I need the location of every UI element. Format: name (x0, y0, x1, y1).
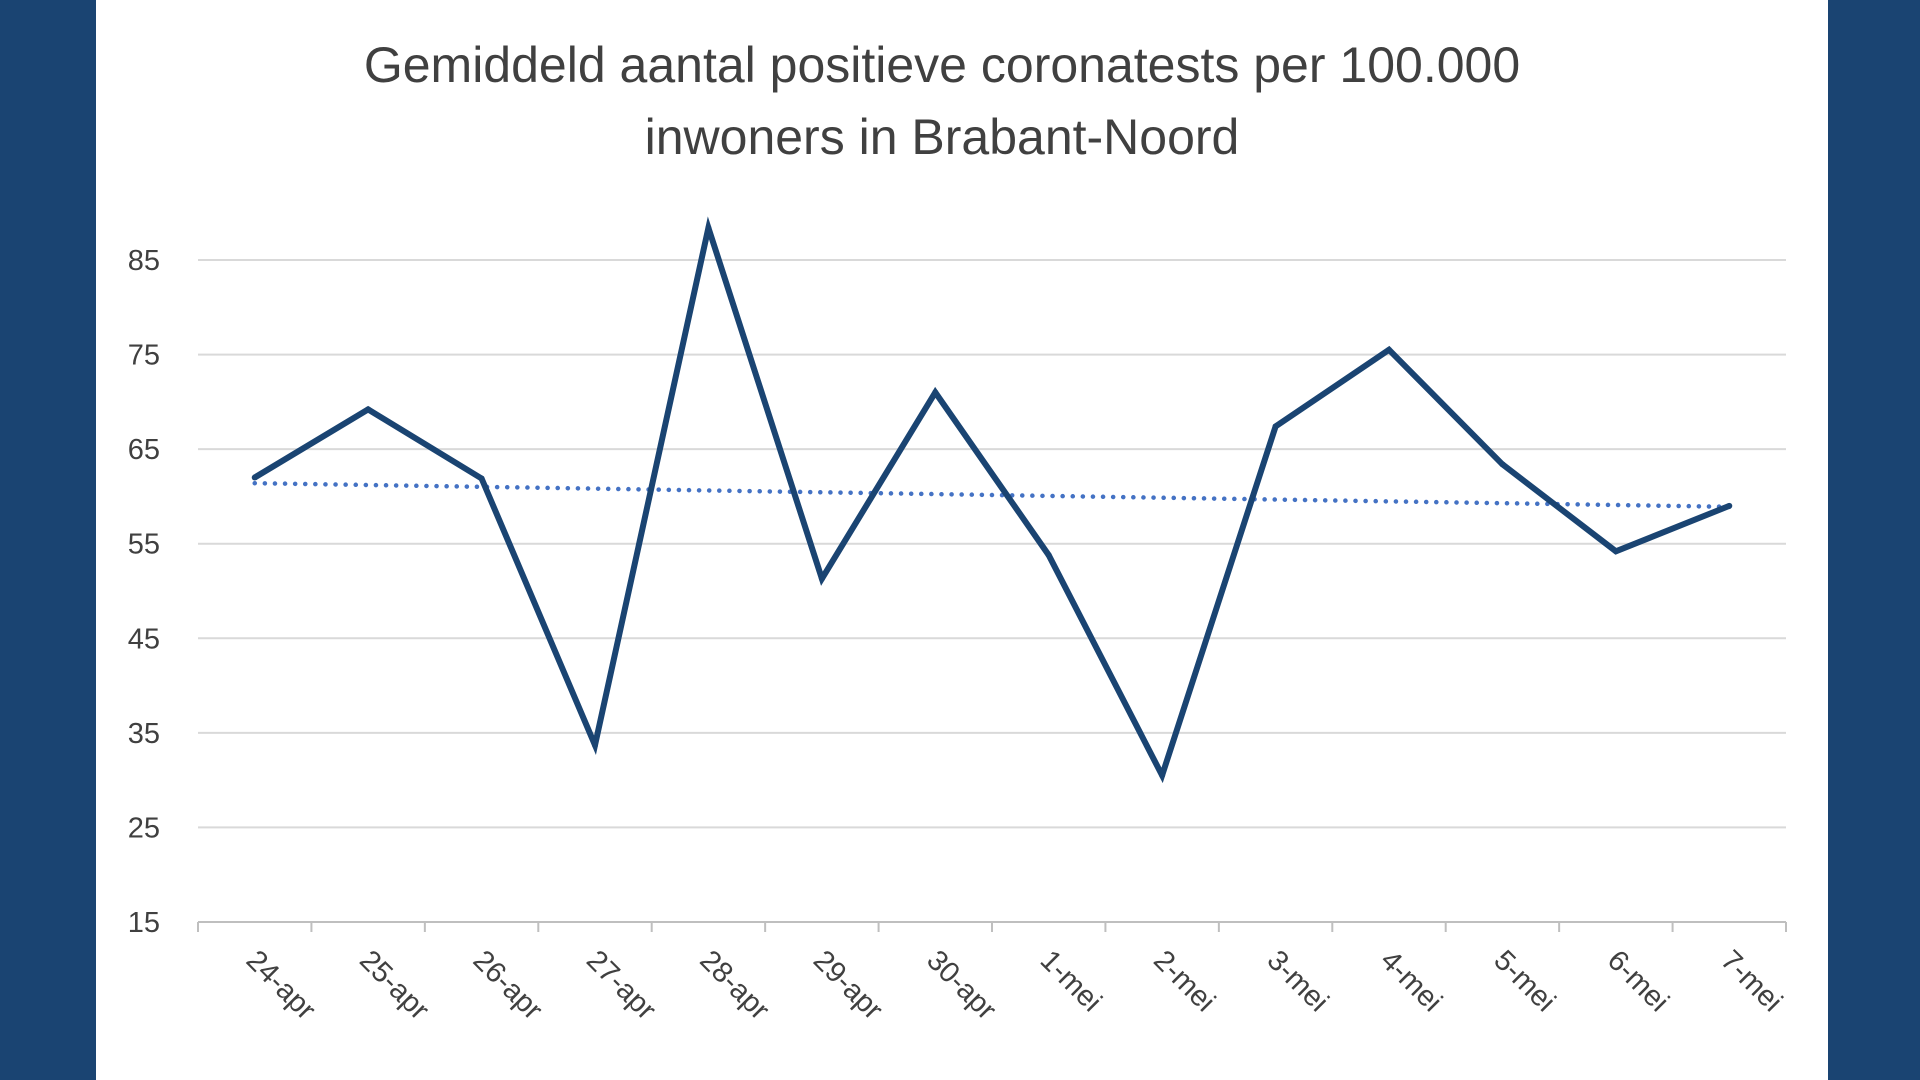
data-point (1612, 548, 1619, 555)
data-point (1159, 772, 1166, 779)
x-tick-label: 30-apr (920, 944, 1002, 1026)
chart-panel: Gemiddeld aantal positieve coronatests p… (96, 0, 1828, 1080)
chart-title-line-2: inwoners in Brabant-Noord (645, 109, 1240, 165)
data-point (1045, 552, 1052, 559)
x-tick-label: 4-mei (1374, 944, 1448, 1018)
x-tick-label: 2-mei (1147, 944, 1221, 1018)
data-point (592, 742, 598, 749)
data-point (1499, 461, 1506, 468)
x-tick-label: 28-apr (693, 944, 775, 1026)
x-tick-label: 3-mei (1261, 944, 1335, 1018)
series (251, 216, 1733, 784)
data-point (1726, 502, 1733, 509)
x-tick-label: 29-apr (807, 944, 889, 1026)
y-tick-label: 65 (128, 434, 160, 466)
y-tick-label: 25 (128, 812, 160, 844)
trendline (252, 480, 1732, 510)
data-point (251, 474, 258, 481)
x-axis-tick-labels: 24-apr 25-apr 26-apr 27-apr 28-apr 29-apr 30-a… (240, 944, 1788, 1026)
gridlines (198, 259, 1786, 829)
data-point (1386, 346, 1392, 353)
series-line (253, 216, 1731, 784)
x-tick-label: 7-mei (1714, 944, 1788, 1018)
x-tick-label: 5-mei (1487, 944, 1561, 1018)
y-tick-label: 75 (128, 340, 160, 372)
x-axis (197, 921, 1787, 932)
line-chart: Gemiddeld aantal positieve coronatests p… (128, 37, 1789, 1026)
data-point (365, 406, 372, 413)
y-tick-label: 55 (128, 529, 160, 561)
data-point (818, 575, 825, 582)
chart-title-line-1: Gemiddeld aantal positieve coronatests p… (364, 37, 1520, 93)
data-point (478, 475, 485, 482)
x-tick-label: 24-apr (240, 944, 322, 1026)
data-point (932, 389, 939, 396)
y-tick-label: 15 (128, 907, 160, 939)
trendline-line (252, 480, 1732, 510)
x-tick-label: 25-apr (353, 944, 435, 1026)
y-tick-label: 45 (128, 623, 160, 655)
y-axis-tick-labels: 15 25 35 45 55 65 75 85 (128, 245, 160, 939)
x-tick-label: 1-mei (1034, 944, 1108, 1018)
x-tick-label: 6-mei (1601, 944, 1675, 1018)
x-tick-label: 27-apr (580, 944, 662, 1026)
y-tick-label: 35 (128, 718, 160, 750)
y-tick-label: 85 (128, 245, 160, 277)
data-point (705, 224, 712, 231)
data-point (1272, 423, 1279, 430)
x-tick-label: 26-apr (467, 944, 549, 1026)
